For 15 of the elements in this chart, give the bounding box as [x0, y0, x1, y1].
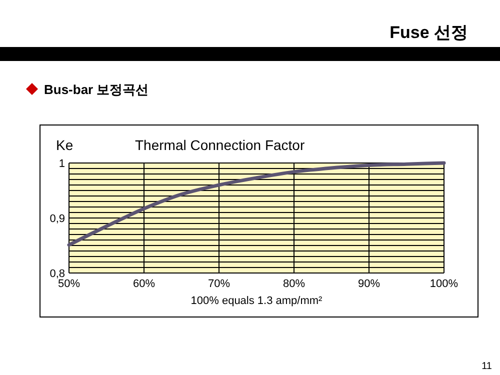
- x-tick-label: 50%: [58, 278, 80, 290]
- text: Bus-bar 보정곡선: [44, 82, 149, 97]
- y-tick-label: 0,9: [50, 212, 65, 225]
- y-tick-label: 0,8: [50, 268, 65, 280]
- y-tick-label: 1: [58, 158, 65, 170]
- x-tick-label: 70%: [208, 278, 230, 290]
- text: 11: [482, 361, 492, 372]
- x-tick-label: 60%: [132, 278, 156, 290]
- x-tick-label: 100%: [430, 278, 458, 290]
- x-axis-title: 100% equals 1.3 amp/mm²: [190, 295, 323, 307]
- text: Fuse 선정: [390, 23, 468, 42]
- x-tick-label: 90%: [358, 278, 380, 290]
- y-axis-title: Ke: [56, 137, 74, 153]
- chart-title: Thermal Connection Factor: [135, 137, 305, 153]
- x-tick-label: 80%: [282, 278, 306, 290]
